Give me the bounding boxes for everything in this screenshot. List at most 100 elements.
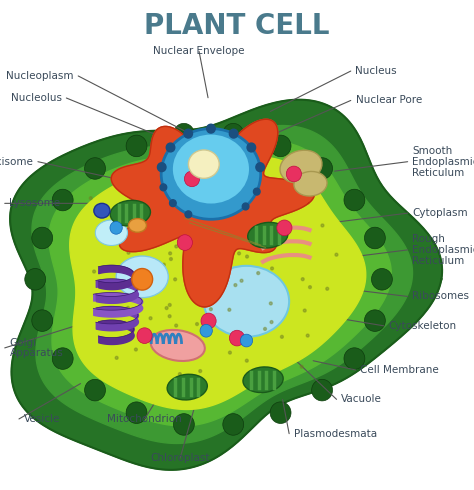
Circle shape — [266, 196, 269, 198]
Circle shape — [237, 252, 240, 255]
Circle shape — [84, 379, 105, 401]
Circle shape — [93, 270, 96, 273]
Polygon shape — [32, 125, 412, 443]
Circle shape — [193, 254, 196, 257]
Circle shape — [248, 222, 251, 225]
Circle shape — [169, 252, 172, 255]
Circle shape — [344, 189, 365, 211]
Circle shape — [157, 163, 166, 172]
Circle shape — [223, 414, 244, 435]
Circle shape — [175, 324, 178, 327]
Text: Nuclear Pore: Nuclear Pore — [356, 96, 422, 105]
Circle shape — [197, 289, 200, 292]
Text: Plasmodesmata: Plasmodesmata — [294, 429, 377, 439]
Ellipse shape — [161, 128, 261, 219]
Text: Chloroplast: Chloroplast — [150, 453, 210, 463]
Ellipse shape — [94, 203, 110, 218]
Circle shape — [25, 269, 46, 290]
Text: Smooth
Endoplasmic
Reticulum: Smooth Endoplasmic Reticulum — [412, 146, 474, 177]
Circle shape — [184, 129, 192, 138]
Circle shape — [189, 244, 191, 246]
Polygon shape — [49, 142, 391, 426]
Text: Lysosome: Lysosome — [9, 198, 61, 208]
Text: Ribosomes: Ribosomes — [412, 292, 469, 301]
Circle shape — [257, 271, 260, 274]
Circle shape — [240, 279, 243, 282]
Circle shape — [312, 379, 333, 401]
Ellipse shape — [95, 220, 128, 245]
Circle shape — [89, 196, 92, 199]
Circle shape — [127, 306, 129, 309]
Circle shape — [246, 255, 248, 258]
Circle shape — [228, 351, 231, 354]
Text: Peroxisome: Peroxisome — [0, 157, 33, 167]
Circle shape — [247, 143, 255, 152]
Circle shape — [32, 227, 53, 249]
Circle shape — [207, 124, 215, 133]
Ellipse shape — [248, 222, 288, 248]
Ellipse shape — [128, 219, 146, 232]
Circle shape — [196, 215, 199, 218]
Text: Rough
Endoplasmic
Reticulum: Rough Endoplasmic Reticulum — [412, 234, 474, 266]
Circle shape — [196, 322, 199, 325]
Circle shape — [126, 402, 147, 423]
Text: Golgi
Apparatus: Golgi Apparatus — [9, 338, 63, 358]
Text: Vacuole: Vacuole — [341, 394, 382, 404]
Circle shape — [199, 369, 201, 372]
Circle shape — [175, 245, 178, 248]
Text: Vesicle: Vesicle — [24, 414, 60, 424]
Circle shape — [137, 328, 152, 343]
Polygon shape — [70, 157, 366, 410]
Ellipse shape — [294, 172, 327, 196]
Circle shape — [306, 334, 309, 337]
Ellipse shape — [151, 330, 205, 361]
Text: Nuclear Envelope: Nuclear Envelope — [153, 47, 245, 56]
Circle shape — [326, 287, 328, 290]
Circle shape — [270, 320, 273, 323]
Circle shape — [178, 372, 181, 375]
Text: Mitochondrion: Mitochondrion — [107, 414, 182, 424]
Circle shape — [286, 166, 301, 182]
Ellipse shape — [188, 150, 219, 178]
Circle shape — [269, 302, 272, 305]
Circle shape — [185, 211, 191, 218]
Circle shape — [228, 308, 231, 311]
Text: PLANT CELL: PLANT CELL — [144, 12, 330, 40]
Circle shape — [173, 123, 194, 145]
Circle shape — [210, 308, 212, 311]
Circle shape — [168, 303, 171, 306]
Circle shape — [335, 253, 338, 256]
Circle shape — [165, 307, 168, 310]
Circle shape — [270, 135, 291, 157]
Circle shape — [281, 335, 283, 338]
Circle shape — [219, 267, 222, 270]
Circle shape — [264, 327, 266, 330]
Circle shape — [52, 348, 73, 369]
Text: Cell Membrane: Cell Membrane — [360, 365, 439, 375]
Circle shape — [303, 309, 306, 312]
Ellipse shape — [116, 256, 168, 297]
Ellipse shape — [243, 367, 283, 392]
Text: Cytoplasm: Cytoplasm — [412, 208, 468, 218]
Circle shape — [218, 257, 220, 260]
Circle shape — [126, 135, 147, 157]
Circle shape — [271, 267, 273, 270]
Circle shape — [132, 226, 135, 229]
Circle shape — [166, 143, 175, 152]
Circle shape — [110, 221, 122, 234]
Circle shape — [170, 258, 173, 261]
Circle shape — [127, 251, 130, 254]
Ellipse shape — [167, 374, 207, 400]
Circle shape — [242, 203, 249, 210]
Circle shape — [184, 171, 200, 187]
Text: Nucleoplasm: Nucleoplasm — [6, 71, 73, 81]
Circle shape — [160, 184, 167, 191]
Circle shape — [112, 300, 115, 303]
Circle shape — [365, 227, 385, 249]
Circle shape — [173, 278, 176, 281]
Circle shape — [119, 227, 122, 230]
Circle shape — [301, 278, 304, 281]
Circle shape — [200, 324, 212, 337]
Circle shape — [372, 269, 392, 290]
Circle shape — [32, 310, 53, 331]
